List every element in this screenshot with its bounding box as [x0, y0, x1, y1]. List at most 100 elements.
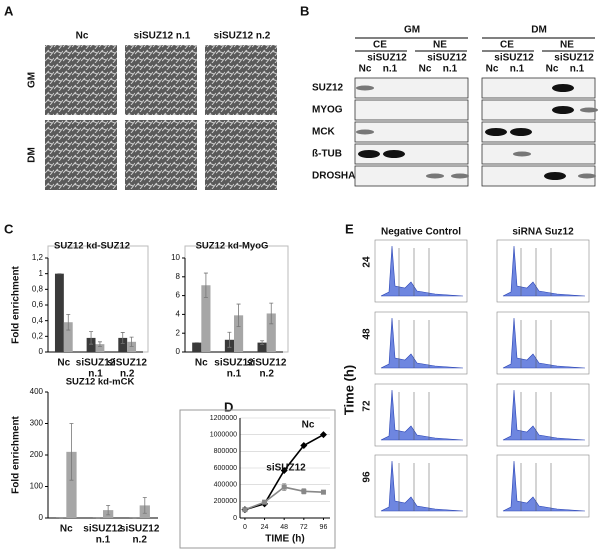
bar: [192, 342, 202, 352]
chart-title: SUZ12 kd-MyoG: [196, 241, 269, 252]
fraction-label: NE: [433, 40, 447, 51]
error-bar: [142, 497, 147, 514]
micrograph: [205, 45, 277, 115]
micrograph: [205, 120, 277, 190]
marker: [319, 431, 327, 439]
error-bar: [260, 340, 265, 345]
blot-label: MYOG: [312, 105, 343, 116]
band: [513, 151, 531, 157]
bar: [257, 342, 267, 352]
panel-label: A: [4, 3, 14, 18]
blot: [481, 99, 596, 121]
chart-title: SUZ12 kd-mCK: [66, 377, 135, 388]
bar: [54, 273, 64, 352]
y-tick-label: 600000: [214, 465, 237, 472]
error-bar: [97, 341, 102, 347]
band: [544, 172, 566, 180]
lane-label: n.1: [443, 64, 458, 75]
bar: [118, 337, 128, 352]
micrograph: [45, 45, 117, 115]
column-header: siRNA Suz12: [512, 227, 574, 238]
y-tick-label: 400: [30, 387, 44, 396]
bar: [63, 322, 73, 352]
blot-label: MCK: [312, 127, 336, 138]
blot: [481, 77, 596, 99]
row-label: 24: [362, 256, 373, 268]
marker: [262, 499, 268, 505]
y-tick-label: 1000000: [210, 432, 237, 439]
lane-label: n.1: [510, 64, 525, 75]
chart-frame: [179, 409, 336, 549]
x-tick-label: siSUZ12: [107, 358, 147, 369]
panel-label: E: [345, 221, 354, 236]
blot: [354, 77, 469, 99]
band: [552, 106, 574, 114]
band: [485, 128, 507, 136]
y-tick-label: 2: [176, 328, 181, 337]
band: [356, 85, 374, 91]
column-header: siSUZ12 n.2: [214, 31, 271, 42]
band: [552, 84, 574, 92]
band: [451, 173, 469, 179]
y-tick-label: 10: [171, 253, 180, 262]
y-tick-label: 1: [39, 269, 44, 278]
bar: [66, 451, 77, 518]
bar: [266, 313, 276, 352]
marker: [301, 488, 307, 494]
lane-label: Nc: [546, 64, 559, 75]
error-bar: [66, 314, 71, 331]
y-tick-label: 800000: [214, 448, 237, 455]
band: [358, 150, 380, 158]
band: [356, 129, 374, 135]
histogram: [380, 317, 464, 369]
error-bar: [236, 303, 241, 328]
y-tick-label: 200000: [214, 498, 237, 505]
lane-label: Nc: [419, 64, 432, 75]
blot-label: SUZ12: [312, 83, 344, 94]
column-header: Nc: [76, 31, 89, 42]
error-bar: [269, 302, 274, 325]
y-tick-label: 0: [39, 513, 44, 522]
bar: [234, 315, 244, 352]
error-bar: [120, 332, 125, 344]
bar: [86, 337, 96, 352]
band: [426, 173, 444, 179]
fraction-label: NE: [560, 40, 574, 51]
series-label: siSUZ12: [266, 463, 306, 474]
band: [510, 128, 532, 136]
blot: [481, 143, 596, 165]
y-tick-label: 4: [176, 310, 181, 319]
histogram: [380, 245, 464, 297]
x-tick-label: n.2: [259, 369, 274, 380]
band: [383, 150, 405, 158]
micrograph: [125, 120, 197, 190]
x-tick-label: 72: [300, 524, 308, 531]
x-tick-label: siSUZ12: [247, 358, 287, 369]
chart-title: SUZ12 kd-SUZ12: [54, 241, 130, 252]
lane-label: siSUZ12: [554, 53, 594, 64]
fraction-label: CE: [373, 40, 387, 51]
group-label: DM: [531, 25, 547, 36]
band: [578, 173, 596, 179]
error-bar: [106, 505, 111, 516]
panel-label: D: [224, 399, 233, 414]
y-tick-label: 6: [176, 291, 181, 300]
x-tick-label: n.1: [227, 369, 242, 380]
y-tick-label: 0: [233, 515, 237, 522]
band: [580, 107, 598, 113]
micrograph: [125, 45, 197, 115]
y-tick-label: 200: [30, 450, 44, 459]
y-tick-label: 100: [30, 482, 44, 491]
column-header: Negative Control: [381, 227, 461, 238]
lane-label: siSUZ12: [367, 53, 407, 64]
panel-label: B: [300, 3, 309, 18]
histogram: [502, 389, 586, 441]
histogram: [502, 317, 586, 369]
blot-label: ß-TUB: [312, 149, 342, 160]
marker: [242, 507, 248, 513]
y-tick-label: 0: [39, 347, 44, 356]
x-tick-label: Nc: [57, 358, 70, 369]
row-label: 48: [362, 328, 373, 340]
error-bar: [203, 272, 208, 298]
